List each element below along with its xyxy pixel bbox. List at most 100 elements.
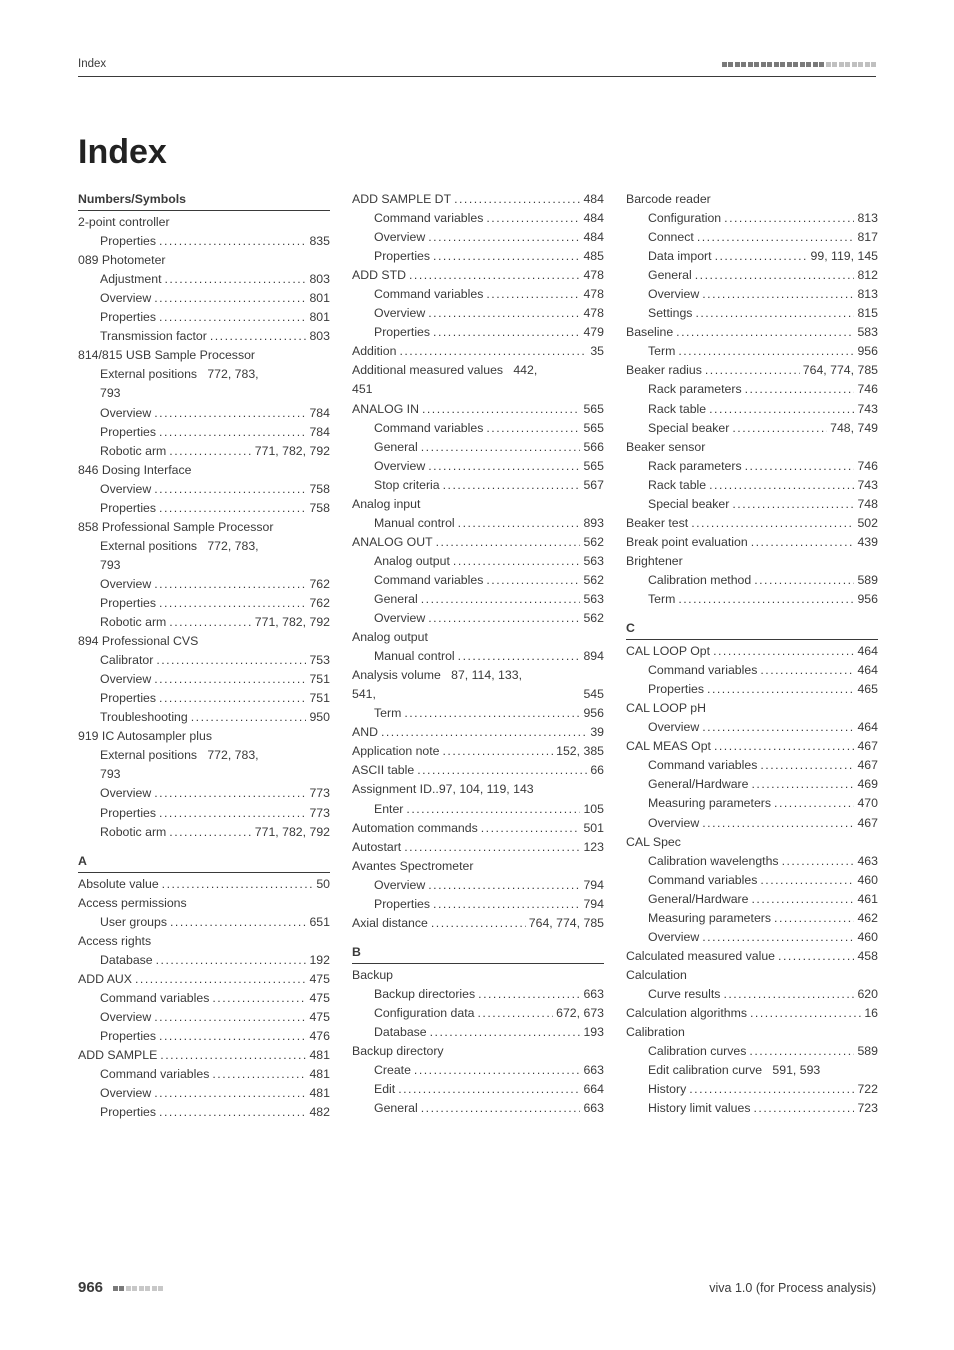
index-entry-label: Rack table xyxy=(648,476,706,495)
index-entry: Calculation algorithms16 xyxy=(626,1004,878,1023)
index-entry-label: Command variables xyxy=(100,1065,209,1084)
index-entry: General/Hardware461 xyxy=(626,890,878,909)
index-entry-label: Calculation xyxy=(626,966,687,985)
index-entry-pages: 123 xyxy=(583,838,604,857)
index-entry: Beaker test502 xyxy=(626,514,878,533)
running-header: Index xyxy=(78,58,876,70)
index-entry-pages: 723 xyxy=(857,1099,878,1118)
index-entry-label: Baseline xyxy=(626,323,673,342)
index-entry-label: Analog output xyxy=(352,628,428,647)
index-entry-label: Assignment ID xyxy=(352,780,432,799)
index-entry: ADD AUX475 xyxy=(78,970,330,989)
index-entry-label: Overview xyxy=(100,1084,151,1103)
index-entry-pages: 771, 782, 792 xyxy=(255,613,330,632)
index-entry-label: External positions xyxy=(100,365,197,384)
index-entry: Overview475 xyxy=(78,1008,330,1027)
page-footer: 966 viva 1.0 (for Process analysis) xyxy=(78,1279,876,1296)
index-entry-label: General xyxy=(374,590,418,609)
index-entry-label: General/Hardware xyxy=(648,890,748,909)
index-entry: Access permissions xyxy=(78,894,330,913)
index-entry: ASCII table66 xyxy=(352,761,604,780)
index-entry-pages: 35 xyxy=(590,342,604,361)
index-entry: Command variables481 xyxy=(78,1065,330,1084)
index-entry: Analog output xyxy=(352,628,604,647)
index-entry: Overview464 xyxy=(626,718,878,737)
index-entry-pages: 192 xyxy=(309,951,330,970)
index-entry: Avantes Spectrometer xyxy=(352,857,604,876)
index-entry: Barcode reader xyxy=(626,190,878,209)
index-entry-pages: 663 xyxy=(583,1099,604,1118)
index-entry-label: Overview xyxy=(648,928,699,947)
index-entry: History 722 xyxy=(626,1080,878,1099)
index-entry-pages: 484 xyxy=(583,209,604,228)
index-entry: Manual control894 xyxy=(352,647,604,666)
index-entry-label: Properties xyxy=(100,804,156,823)
index-entry-pages: 722 xyxy=(857,1080,878,1099)
index-entry-label: ANALOG OUT xyxy=(352,533,433,552)
index-entry: Overview484 xyxy=(352,228,604,247)
index-entry-pages: 50 xyxy=(316,875,330,894)
index-entry-pages: 439 xyxy=(857,533,878,552)
index-entry-continuation: 793 xyxy=(78,556,330,575)
header-left: Index xyxy=(78,58,106,70)
index-entry: Absolute value50 xyxy=(78,875,330,894)
index-entry-pages: 469 xyxy=(857,775,878,794)
index-entry: Command variables565 xyxy=(352,419,604,438)
index-entry-label: Overview xyxy=(374,228,425,247)
index-entry: ADD SAMPLE DT484 xyxy=(352,190,604,209)
index-entry-label: Automation commands xyxy=(352,819,478,838)
index-entry: Overview773 xyxy=(78,784,330,803)
index-entry: History limit values723 xyxy=(626,1099,878,1118)
index-entry-label: Avantes Spectrometer xyxy=(352,857,473,876)
index-entry: Overview481 xyxy=(78,1084,330,1103)
index-entry-label: Overview xyxy=(100,575,151,594)
index-entry: Properties751 xyxy=(78,689,330,708)
index-entry-label: Calibration xyxy=(626,1023,685,1042)
index-entry: ADD STD478 xyxy=(352,266,604,285)
index-entry-label: ANALOG IN xyxy=(352,400,419,419)
index-entry: ADD SAMPLE481 xyxy=(78,1046,330,1065)
index-entry-label: Access permissions xyxy=(78,894,187,913)
index-entry-pages: 583 xyxy=(857,323,878,342)
index-entry: Overview813 xyxy=(626,285,878,304)
index-entry-pages: 478 xyxy=(583,304,604,323)
index-entry-pages: 620 xyxy=(857,985,878,1004)
index-entry: Analysis volume 87, 114, 133, xyxy=(352,666,604,685)
index-entry-label: Overview xyxy=(100,670,151,689)
index-entry-pages: 193 xyxy=(583,1023,604,1042)
index-entry-label: History xyxy=(648,1080,686,1099)
index-entry-label: Rack table xyxy=(648,400,706,419)
index-entry-pages: 478 xyxy=(583,285,604,304)
index-entry: 541,545 xyxy=(352,685,604,704)
index-entry-label: AND xyxy=(352,723,378,742)
index-entry-label: Calibration curves xyxy=(648,1042,746,1061)
index-section-head: Numbers/Symbols xyxy=(78,190,330,211)
index-entry: 2-point controller xyxy=(78,213,330,232)
index-entry: Command variables478 xyxy=(352,285,604,304)
index-entry-pages: 764, 774, 785 xyxy=(803,361,878,380)
index-entry-label: 894 Professional CVS xyxy=(78,632,198,651)
index-entry-label: Term xyxy=(648,590,675,609)
index-entry-pages: 893 xyxy=(583,514,604,533)
index-entry-pages: 485 xyxy=(583,247,604,266)
index-entry: AND39 xyxy=(352,723,604,742)
index-entry: Properties758 xyxy=(78,499,330,518)
index-entry-pages: 663 xyxy=(583,1061,604,1080)
index-entry: Robotic arm771, 782, 792 xyxy=(78,442,330,461)
index-entry-pages: 772, 783, xyxy=(207,537,258,556)
index-entry-pages: 464 xyxy=(857,661,878,680)
index-entry-label: Calibration wavelengths xyxy=(648,852,779,871)
index-entry-pages: 950 xyxy=(309,708,330,727)
index-entry: Properties784 xyxy=(78,423,330,442)
index-column-2: ADD SAMPLE DT484Command variables484Over… xyxy=(352,190,604,1122)
index-entry: Overview478 xyxy=(352,304,604,323)
index-entry-label: Properties xyxy=(374,247,430,266)
index-entry-pages: 467 xyxy=(857,814,878,833)
index-columns: Numbers/Symbols 2-point controller Propert… xyxy=(78,190,876,1122)
index-entry-pages: 152, 385 xyxy=(556,742,604,761)
index-entry-pages: 565 xyxy=(583,457,604,476)
index-entry-label: Command variables xyxy=(648,871,757,890)
index-entry: Term956 xyxy=(352,704,604,723)
index-entry: Command variables467 xyxy=(626,756,878,775)
index-entry-pages: 567 xyxy=(583,476,604,495)
